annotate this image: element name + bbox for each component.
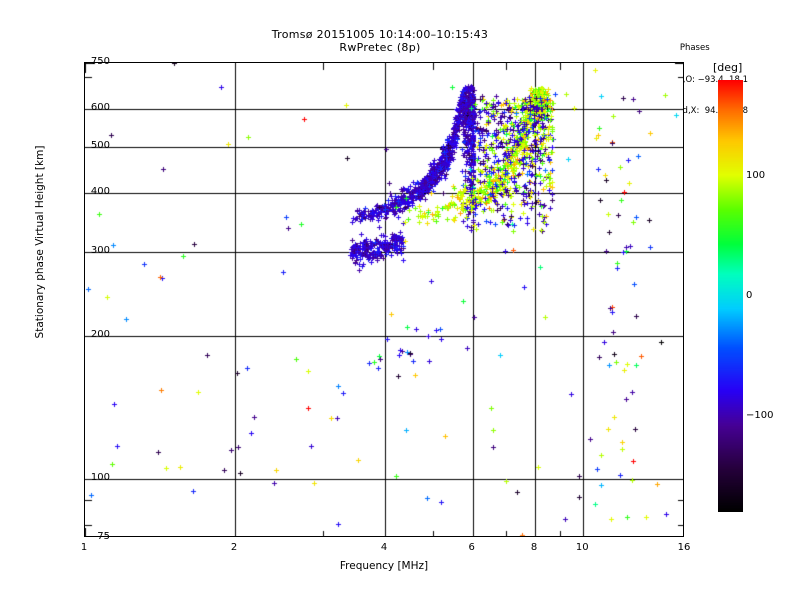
- x-axis-tick-2: 2: [230, 542, 238, 553]
- y-axis-tick-750: 750: [90, 56, 110, 67]
- x-axis-label: Frequency [MHz]: [339, 560, 429, 572]
- plot-title-subtitle: RwPretec (8p): [339, 41, 421, 54]
- y-axis-tick-200: 200: [90, 328, 110, 340]
- y-axis-tick-100: 100: [90, 471, 110, 483]
- x-axis-tick-16: 16: [677, 542, 691, 553]
- colorbar-tick--100: −100: [746, 410, 774, 421]
- y-axis-label: Stationary phase Virtual Height [km]: [34, 145, 46, 339]
- colorbar-tick-0: 0: [746, 290, 753, 301]
- phase-statistics-header: Phases: [679, 43, 710, 53]
- x-axis-tick-1: 1: [80, 542, 88, 553]
- scatter-plot-canvas: [85, 63, 683, 536]
- colorbar-unit-label: [deg]: [713, 61, 743, 74]
- colorbar-tick-100: 100: [746, 170, 766, 181]
- x-axis-tick-10: 10: [575, 542, 589, 553]
- x-axis-tick-4: 4: [380, 542, 388, 553]
- scatter-canvas-wrap: [85, 63, 683, 536]
- y-axis-tick-500: 500: [90, 139, 110, 151]
- y-axis-tick-400: 400: [90, 185, 110, 197]
- plot-area[interactable]: [84, 62, 684, 537]
- plot-title-line1: Tromsø 20151005 10:14:00–10:15:43: [271, 28, 489, 41]
- colorbar[interactable]: [718, 80, 743, 512]
- colorbar-gradient: [718, 80, 743, 512]
- x-axis-tick-8: 8: [530, 542, 538, 553]
- y-axis-tick-75: 75: [97, 531, 110, 542]
- x-axis-tick-6: 6: [468, 542, 475, 553]
- y-axis-tick-600: 600: [90, 102, 110, 114]
- y-axis-tick-300: 300: [90, 245, 110, 257]
